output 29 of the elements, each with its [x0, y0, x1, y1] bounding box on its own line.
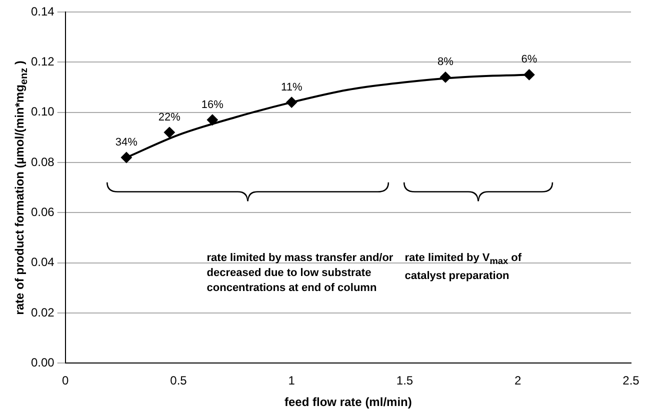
annotation: 6% [521, 54, 538, 66]
annotation: 16% [201, 98, 224, 111]
point [206, 114, 218, 126]
point [524, 69, 535, 80]
y-tick-label: 0.08 [30, 154, 55, 169]
x-tick-label: 1 [288, 374, 296, 388]
annotation: 34% [115, 136, 138, 148]
y-tick-label: 0.14 [30, 4, 55, 18]
annotation: 22% [158, 111, 181, 124]
x-tick-label: 1.5 [396, 374, 414, 388]
y-tick-label: 0.04 [30, 255, 55, 270]
x-tick-label: 2 [514, 374, 522, 388]
annotation: 11% [281, 81, 302, 94]
x-tick-label: 2.5 [622, 374, 640, 388]
y-tick-label: 0.12 [30, 54, 55, 68]
x-axis-title: feed flow rate (ml/min) [284, 395, 412, 410]
annotation: rate limited by mass transfer and/or decreased due to low substrate concentrations at end of column [206, 252, 394, 294]
y-tick-label: 0.02 [30, 305, 55, 320]
y-tick-label: 0.00 [30, 356, 55, 370]
y-tick-label: 0.06 [30, 205, 55, 219]
point [286, 96, 298, 108]
annotation: rate limited by V$_{max}$ of catalyst preparation [404, 250, 522, 284]
point [440, 72, 451, 83]
point [164, 126, 175, 138]
annotation: 8% [438, 56, 454, 68]
x-tick-label: 0.5 [170, 374, 188, 388]
x-tick-label: 0 [62, 374, 70, 388]
point [120, 152, 132, 163]
y-tick-label: 0.10 [30, 104, 55, 119]
